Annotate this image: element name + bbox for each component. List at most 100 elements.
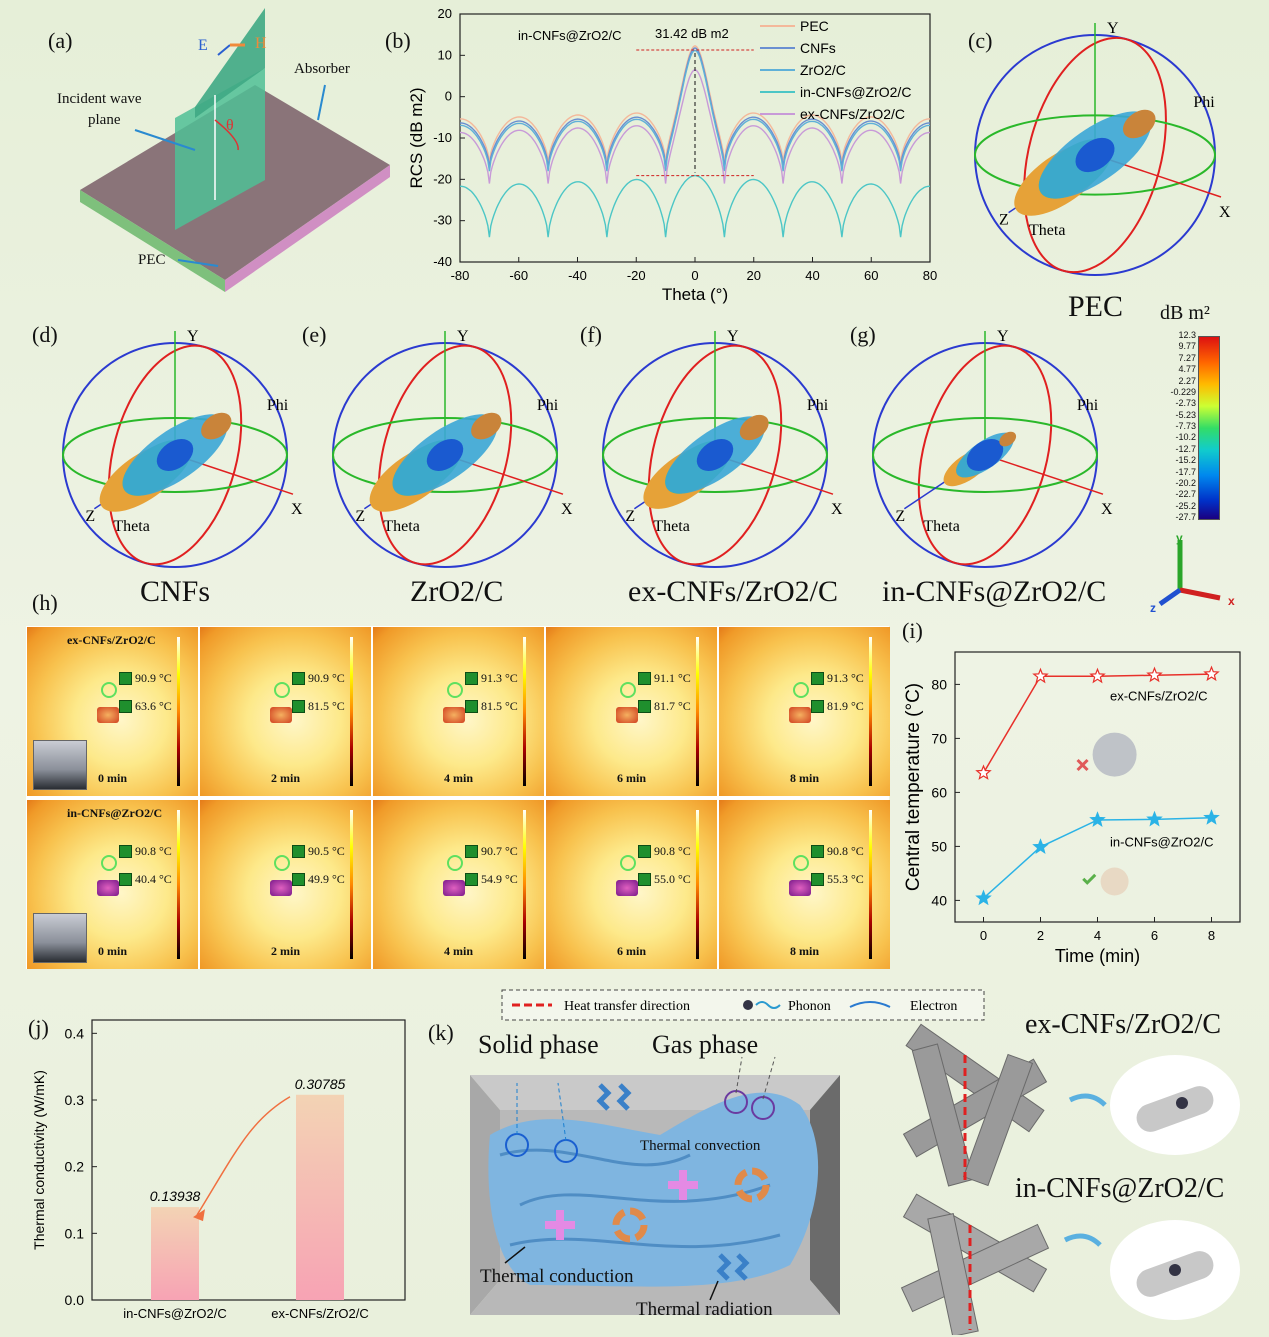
- legend-label: ex-CNFs/ZrO2/C: [800, 106, 905, 122]
- data-point: [1203, 809, 1220, 825]
- theta-label: θ: [226, 117, 234, 134]
- axis-label-z: Z: [85, 508, 95, 525]
- y-tick-label: 50: [931, 838, 947, 854]
- data-point: [975, 889, 992, 906]
- thermal-frame: in-CNFs@ZrO2/C 90.8 °C 40.4 °C 0 min: [27, 800, 198, 969]
- y-tick-label: 70: [931, 730, 947, 746]
- happy-face-icon: [1100, 867, 1129, 896]
- series-line: [460, 47, 930, 168]
- reference-marker: [274, 855, 290, 871]
- marker-box: [119, 672, 132, 685]
- panel-label-k: (k): [428, 1020, 454, 1045]
- marker-box: [638, 845, 651, 858]
- x-tick-label: 80: [923, 268, 937, 283]
- x-tick-label: 6: [1151, 928, 1158, 943]
- sample-temp: 63.6 °C: [135, 699, 172, 713]
- legend-heat: Heat transfer direction: [564, 999, 690, 1014]
- sample-spot: [270, 880, 292, 896]
- x-tick-label: 8: [1208, 928, 1215, 943]
- marker-box: [811, 672, 824, 685]
- ref-temp: 91.3 °C: [827, 671, 864, 685]
- panel-label-j: (j): [28, 1015, 49, 1040]
- x-tick-label: 40: [805, 268, 819, 283]
- panel-label-f: (f): [580, 322, 602, 347]
- ref-temp: 90.5 °C: [308, 844, 345, 858]
- time-label: 6 min: [616, 771, 646, 785]
- check-icon: [1082, 873, 1097, 885]
- panel-k-schematic: Heat transfer direction Phonon Electron …: [470, 989, 1240, 1335]
- x-tick-label: 0: [691, 268, 698, 283]
- colorbar-tick: -25.2: [1175, 500, 1196, 511]
- annotation-value: 31.42 dB m2: [655, 26, 729, 41]
- incident-label-1: Incident wave: [57, 91, 142, 107]
- radiation-label: Thermal radiation: [636, 1299, 773, 1320]
- data-point: [1032, 838, 1049, 854]
- colorbar-tick: -15.2: [1175, 455, 1196, 466]
- marker-box: [811, 845, 824, 858]
- sample-tag: ex-CNFs/ZrO2/C: [67, 633, 156, 647]
- marker-box: [465, 845, 478, 858]
- axis-label-z: Z: [895, 508, 905, 525]
- panel-label-d: (d): [32, 322, 58, 347]
- y-tick-label: 0.4: [65, 1025, 85, 1041]
- legend-label: ZrO2/C: [800, 62, 846, 78]
- axis-label-x: X: [831, 501, 843, 518]
- marker-box: [292, 672, 305, 685]
- colorbar: [1198, 336, 1220, 520]
- colorbar-tick: 4.77: [1178, 364, 1196, 375]
- axis-label-x: X: [291, 501, 303, 518]
- ref-temp: 91.3 °C: [481, 671, 518, 685]
- ref-temp: 90.9 °C: [135, 671, 172, 685]
- cross-icon: [1076, 758, 1089, 772]
- name-zro2: ZrO2/C: [410, 575, 504, 608]
- series-line: [460, 45, 930, 163]
- y-axis-title: Thermal conductivity (W/mK): [31, 1070, 47, 1250]
- convection-label: Thermal convection: [640, 1138, 761, 1154]
- ref-temp: 90.8 °C: [135, 844, 172, 858]
- annotation-sample: in-CNFs@ZrO2/C: [518, 28, 621, 43]
- legend-label: PEC: [800, 18, 829, 34]
- phi-label: Phi: [807, 397, 829, 414]
- theta-label: Theta: [923, 518, 959, 535]
- bar: [151, 1207, 199, 1300]
- x-tick-label: -80: [451, 268, 470, 283]
- time-label: 2 min: [270, 771, 300, 785]
- sample-temp: 81.5 °C: [308, 699, 345, 713]
- reference-marker: [620, 682, 636, 698]
- axis-label-z: Z: [625, 508, 635, 525]
- temperature-line-chart: 0 2 4 6 8 40 50 60 70 80 Time (min) Central tempera…: [903, 651, 1241, 966]
- y-axis-title: Central temperature (°C): [903, 683, 924, 891]
- sample-temp: 55.3 °C: [827, 872, 864, 886]
- reference-marker: [620, 855, 636, 871]
- sphere-red-ring: [1023, 36, 1167, 274]
- in-fiber-bundle: [900, 1193, 1050, 1335]
- reference-marker: [274, 682, 290, 698]
- time-label: 8 min: [789, 771, 819, 785]
- phi-label: Phi: [1193, 94, 1215, 111]
- sample-temp: 54.9 °C: [481, 872, 518, 886]
- data-point: [1146, 810, 1163, 827]
- thermal-frame: 90.5 °C 49.9 °C 2 min: [200, 800, 371, 969]
- panel-label-i: (i): [902, 618, 923, 643]
- time-label: 4 min: [443, 944, 473, 958]
- marker-box: [638, 873, 651, 886]
- y-tick-label: -40: [433, 254, 452, 269]
- sample-spot: [789, 707, 811, 723]
- time-label: 8 min: [789, 944, 819, 958]
- legend-phonon: Phonon: [788, 999, 831, 1014]
- x-tick-label: 4: [1094, 928, 1101, 943]
- sample-photo: [33, 913, 87, 963]
- sample-photo: [33, 740, 87, 790]
- incident-label-2: plane: [88, 112, 121, 128]
- sad-cat-icon: [1092, 732, 1137, 777]
- absorber-label: Absorber: [294, 61, 350, 77]
- name-pec: PEC: [1068, 290, 1124, 323]
- data-point: [975, 764, 992, 780]
- colorbar-tick: 7.27: [1178, 352, 1196, 363]
- triad-z: z: [1150, 601, 1156, 615]
- sphere-red-ring: [377, 344, 513, 566]
- thermal-frame: 91.3 °C 81.9 °C 8 min: [719, 627, 890, 796]
- series-label-ex: ex-CNFs/ZrO2/C: [1110, 689, 1208, 704]
- rcs-lobe: [99, 412, 232, 512]
- plot-frame: [91, 1019, 406, 1301]
